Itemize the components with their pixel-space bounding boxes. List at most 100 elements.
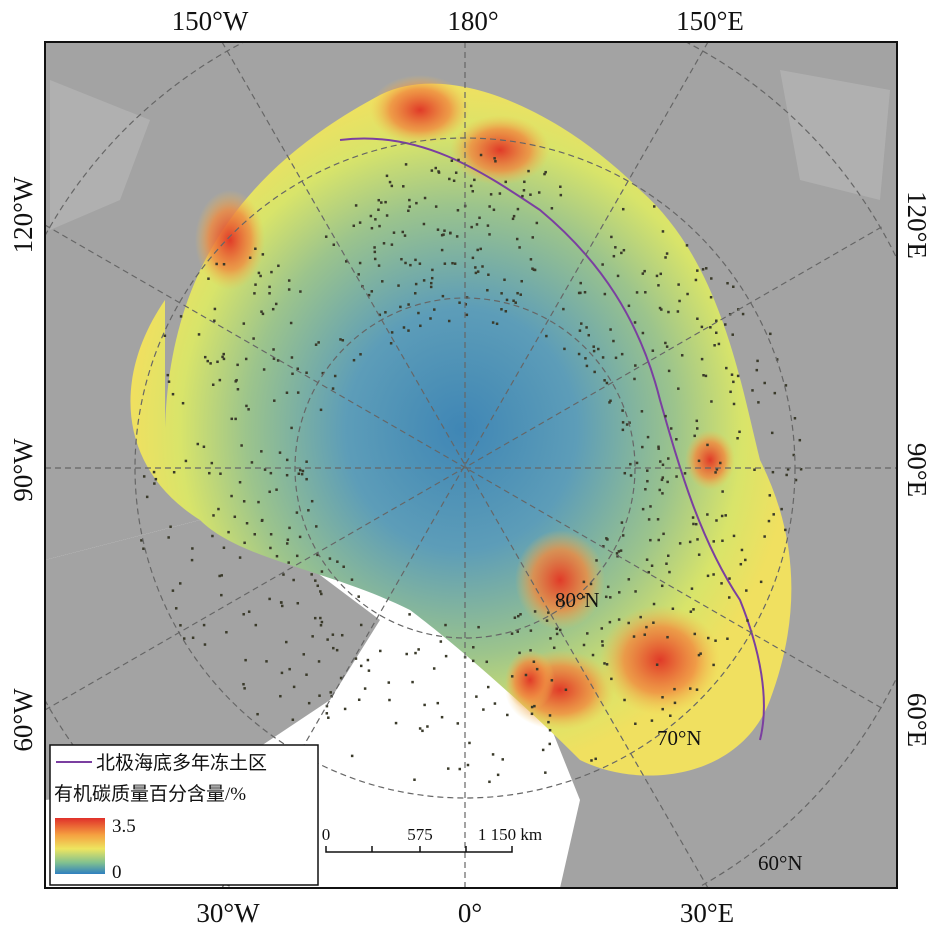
sample-point [230, 494, 233, 498]
sample-point [471, 659, 475, 663]
sample-point [209, 362, 212, 365]
sample-point [759, 580, 763, 584]
sample-point [498, 192, 502, 195]
sample-point [248, 256, 252, 260]
sample-point [621, 207, 625, 211]
sample-point [608, 620, 612, 624]
sample-point [552, 646, 556, 650]
sample-point [455, 235, 459, 238]
sample-point [617, 618, 621, 621]
sample-point [662, 532, 665, 536]
legend-line-label: 北极海底多年冻土区 [96, 752, 267, 774]
sample-point [295, 511, 299, 514]
sample-point [285, 640, 288, 644]
sample-point [394, 721, 398, 725]
sample-point [388, 698, 391, 702]
colorbar-title: 有机碳质量百分含量/% [54, 783, 246, 805]
sample-point [437, 170, 440, 173]
sample-point [292, 685, 296, 689]
sample-point [402, 326, 406, 329]
sample-point [443, 229, 446, 232]
sample-point [287, 561, 290, 564]
sample-point [468, 741, 471, 745]
sample-point [736, 374, 740, 378]
sample-point [531, 267, 534, 270]
sample-point [269, 546, 272, 550]
sample-point [486, 288, 489, 292]
sample-point [659, 460, 662, 463]
longitude-label: 60°W [8, 688, 38, 752]
sample-point [285, 458, 289, 462]
sample-point [634, 722, 637, 726]
sample-point [408, 198, 411, 202]
sample-point [172, 470, 176, 474]
sample-point [657, 447, 660, 450]
sample-point [167, 536, 170, 539]
sample-point [253, 533, 256, 536]
sample-point [597, 347, 600, 351]
sample-point [604, 595, 608, 599]
sample-point [142, 547, 145, 550]
sample-point [616, 274, 620, 278]
sample-point [523, 180, 526, 184]
sample-point [544, 771, 547, 774]
sample-point [643, 269, 646, 273]
sample-point [481, 265, 484, 268]
sample-point [218, 574, 221, 578]
sample-point [236, 363, 239, 367]
sample-point [325, 712, 329, 715]
sample-point [206, 359, 209, 363]
sample-point [341, 339, 345, 342]
sample-point [667, 310, 670, 314]
sample-point [740, 548, 744, 552]
sample-point [732, 534, 736, 538]
sample-point [595, 559, 598, 562]
sample-point [510, 632, 514, 635]
sample-point [211, 383, 215, 387]
sample-point [254, 623, 258, 627]
sample-point [510, 675, 514, 678]
sample-point [260, 310, 263, 313]
sample-point [290, 426, 293, 430]
sample-point [753, 468, 756, 471]
sample-point [458, 301, 461, 304]
sample-point [287, 279, 291, 282]
sample-point [614, 356, 618, 360]
sample-point [798, 438, 802, 442]
sample-point [601, 644, 604, 647]
sample-point [696, 269, 699, 272]
sample-point [305, 460, 308, 463]
sample-point [436, 228, 440, 231]
sample-point [339, 676, 343, 680]
sample-point [432, 667, 436, 670]
sample-point [299, 290, 302, 293]
sample-point [614, 246, 617, 249]
sample-point [512, 299, 515, 302]
sample-point [685, 244, 689, 247]
sample-point [197, 333, 201, 336]
sample-point [755, 368, 759, 372]
sample-point [512, 214, 516, 218]
sample-point [496, 773, 500, 777]
sample-point [268, 292, 271, 295]
sample-point [521, 194, 524, 198]
sample-point [724, 514, 727, 517]
sample-point [259, 274, 262, 278]
sample-point [601, 356, 605, 359]
sample-point [268, 490, 271, 494]
sample-point [153, 482, 156, 485]
sample-point [417, 311, 420, 315]
sample-point [274, 302, 278, 306]
sample-point [475, 695, 478, 698]
sample-point [359, 664, 363, 668]
sample-point [419, 324, 422, 328]
sample-point [623, 698, 626, 702]
sample-point [414, 282, 418, 286]
sample-point [357, 273, 360, 276]
sample-point [620, 521, 624, 524]
sample-point [690, 587, 694, 590]
sample-point [656, 518, 660, 521]
sample-point [768, 494, 772, 497]
sample-point [272, 348, 275, 351]
